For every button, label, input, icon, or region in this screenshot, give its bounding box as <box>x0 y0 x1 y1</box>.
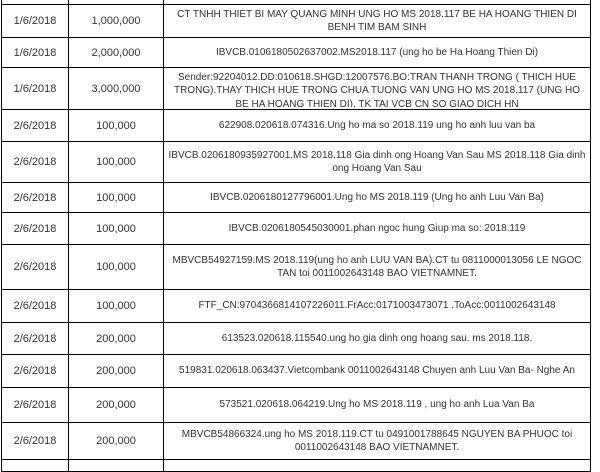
transaction-amount: 100,000 <box>96 191 136 204</box>
amount-cell: 1,000,000 <box>68 4 164 38</box>
transaction-amount: 200,000 <box>96 435 136 447</box>
description-cell: MBVCB54927159.MS 2018.119(ung ho anh LUU… <box>163 244 591 290</box>
transaction-description: 613523.020618.115540.ung ho gia dinh ong… <box>221 332 533 344</box>
amount-cell: 100,000 <box>68 109 164 142</box>
table-row: 2/6/2018 100,000 IBVCB.0206180935927001.… <box>1 141 591 183</box>
transaction-description: CT TNHH THIET BI MAY QUANG MINH UNG HO M… <box>177 8 577 34</box>
transaction-description: MBVCB54866324.ung ho MS 2018.119.CT tu 0… <box>181 428 573 454</box>
transaction-description: MBVCB54927159.MS 2018.119(ung ho anh LUU… <box>172 254 582 280</box>
table-row: 1/6/2018 2,000,000 IBVCB.010618050263700… <box>1 37 591 68</box>
table-row: 2/6/2018 100,000 MBVCB54927159.MS 2018.1… <box>1 244 591 290</box>
amount-cell: 2,000,000 <box>68 37 164 68</box>
transaction-amount: 100,000 <box>96 300 136 312</box>
amount-cell: 3,000,000 <box>68 67 164 110</box>
transaction-amount: 2,000,000 <box>91 46 141 59</box>
description-cell <box>163 459 591 472</box>
table-row: 1/6/2018 3,000,000 Sender:92204012.DD:01… <box>1 67 591 110</box>
transaction-date: 2/6/2018 <box>13 399 57 411</box>
date-cell: 2/6/2018 <box>1 212 69 245</box>
transaction-amount: 200,000 <box>96 332 136 345</box>
date-cell <box>1 459 69 472</box>
description-cell: IBVCB.0206180127796001.Ung ho MS 2018.11… <box>163 182 591 213</box>
date-cell: 1/6/2018 <box>1 4 69 38</box>
description-cell: MBVCB54866324.ung ho MS 2018.119.CT tu 0… <box>163 422 591 460</box>
date-cell: 2/6/2018 <box>1 422 69 460</box>
table-row: 2/6/2018 200,000 MBVCB54866324.ung ho MS… <box>1 422 591 460</box>
date-cell: 2/6/2018 <box>1 141 69 183</box>
transaction-date: 2/6/2018 <box>13 435 57 447</box>
amount-cell: 100,000 <box>68 244 164 290</box>
amount-cell: 100,000 <box>68 141 164 183</box>
table-row: 2/6/2018 100,000 FTF_CN:9704366814107226… <box>1 289 591 323</box>
transaction-date: 2/6/2018 <box>13 222 57 235</box>
date-cell: 2/6/2018 <box>1 322 69 355</box>
transaction-amount: 200,000 <box>96 365 136 377</box>
clipped-row-below <box>1 459 591 472</box>
amount-cell <box>68 459 164 472</box>
description-cell: IBVCB.0206180545030001.phan ngoc hung Gi… <box>163 212 591 245</box>
transaction-amount: 200,000 <box>96 399 136 411</box>
table-row-partial-bottom <box>1 459 591 472</box>
amount-cell: 200,000 <box>68 387 164 423</box>
transaction-amount: 100,000 <box>96 119 136 132</box>
transaction-description: 622908.020618.074316.Ung ho ma so 2018.1… <box>218 119 536 131</box>
transaction-amount: 1,000,000 <box>91 15 141 27</box>
description-cell: IBVCB.0106180502637002.MS2018.117 (ung h… <box>163 37 591 68</box>
amount-cell: 200,000 <box>68 322 164 355</box>
amount-cell: 200,000 <box>68 354 164 388</box>
date-cell: 2/6/2018 <box>1 109 69 142</box>
transaction-date: 2/6/2018 <box>13 332 57 345</box>
transaction-description: IBVCB.0206180127796001.Ung ho MS 2018.11… <box>210 191 544 203</box>
transaction-description: 573521.020618.064219.Ung ho MS 2018.119 … <box>219 399 535 411</box>
transaction-description: FTF_CN:9704366814107226011.FrAcc:0171003… <box>198 300 556 312</box>
table-row: 2/6/2018 100,000 IBVCB.0206180127796001.… <box>1 182 591 213</box>
description-cell: IBVCB.0206180935927001.MS 2018.118 Gia d… <box>163 141 591 183</box>
transaction-amount: 100,000 <box>96 222 136 235</box>
transaction-date: 2/6/2018 <box>13 191 57 204</box>
date-cell: 2/6/2018 <box>1 182 69 213</box>
date-cell: 2/6/2018 <box>1 289 69 323</box>
transaction-date: 1/6/2018 <box>13 82 57 95</box>
date-cell: 1/6/2018 <box>1 37 69 68</box>
table-row: 2/6/2018 200,000 573521.020618.064219.Un… <box>1 387 591 423</box>
transaction-date: 2/6/2018 <box>13 261 57 273</box>
table-row: 2/6/2018 200,000 519831.020618.063437.Vi… <box>1 354 591 388</box>
table-row: 2/6/2018 100,000 622908.020618.074316.Un… <box>1 109 591 142</box>
transaction-description: Sender:92204012.DD:010618.SHGD:12007576.… <box>174 71 580 107</box>
transaction-description: IBVCB.0206180545030001.phan ngoc hung Gi… <box>228 222 526 234</box>
transaction-amount: 3,000,000 <box>91 82 141 95</box>
description-cell: 573521.020618.064219.Ung ho MS 2018.119 … <box>163 387 591 423</box>
date-cell: 2/6/2018 <box>1 387 69 423</box>
date-cell: 2/6/2018 <box>1 354 69 388</box>
date-cell: 2/6/2018 <box>1 244 69 290</box>
transaction-date: 2/6/2018 <box>13 365 57 377</box>
transactions-body: 1/6/2018 1,000,000 CT TNHH THIET BI MAY … <box>1 4 591 460</box>
description-cell: FTF_CN:9704366814107226011.FrAcc:0171003… <box>163 289 591 323</box>
transaction-date: 2/6/2018 <box>13 119 57 132</box>
table-row: 2/6/2018 100,000 IBVCB.0206180545030001.… <box>1 212 591 245</box>
description-cell: CT TNHH THIET BI MAY QUANG MINH UNG HO M… <box>163 4 591 38</box>
description-cell: 613523.020618.115540.ung ho gia dinh ong… <box>163 322 591 355</box>
table-row: 1/6/2018 1,000,000 CT TNHH THIET BI MAY … <box>1 4 591 38</box>
amount-cell: 200,000 <box>68 422 164 460</box>
transaction-description: IBVCB.0106180502637002.MS2018.117 (ung h… <box>215 46 539 58</box>
date-cell: 1/6/2018 <box>1 67 69 110</box>
transaction-amount: 100,000 <box>96 261 136 273</box>
transaction-description: 519831.020618.063437.Vietcombank 0011002… <box>179 365 575 377</box>
amount-cell: 100,000 <box>68 182 164 213</box>
transaction-description: IBVCB.0206180935927001.MS 2018.118 Gia d… <box>168 149 586 175</box>
description-cell: 622908.020618.074316.Ung ho ma so 2018.1… <box>163 109 591 142</box>
description-cell: Sender:92204012.DD:010618.SHGD:12007576.… <box>163 67 591 110</box>
transaction-amount: 100,000 <box>96 156 136 168</box>
description-cell: 519831.020618.063437.Vietcombank 0011002… <box>163 354 591 388</box>
transaction-date: 2/6/2018 <box>13 300 57 312</box>
amount-cell: 100,000 <box>68 212 164 245</box>
transaction-date: 2/6/2018 <box>13 156 57 168</box>
amount-cell: 100,000 <box>68 289 164 323</box>
transaction-date: 1/6/2018 <box>13 15 57 27</box>
table-row: 2/6/2018 200,000 613523.020618.115540.un… <box>1 322 591 355</box>
transaction-date: 1/6/2018 <box>13 46 57 59</box>
